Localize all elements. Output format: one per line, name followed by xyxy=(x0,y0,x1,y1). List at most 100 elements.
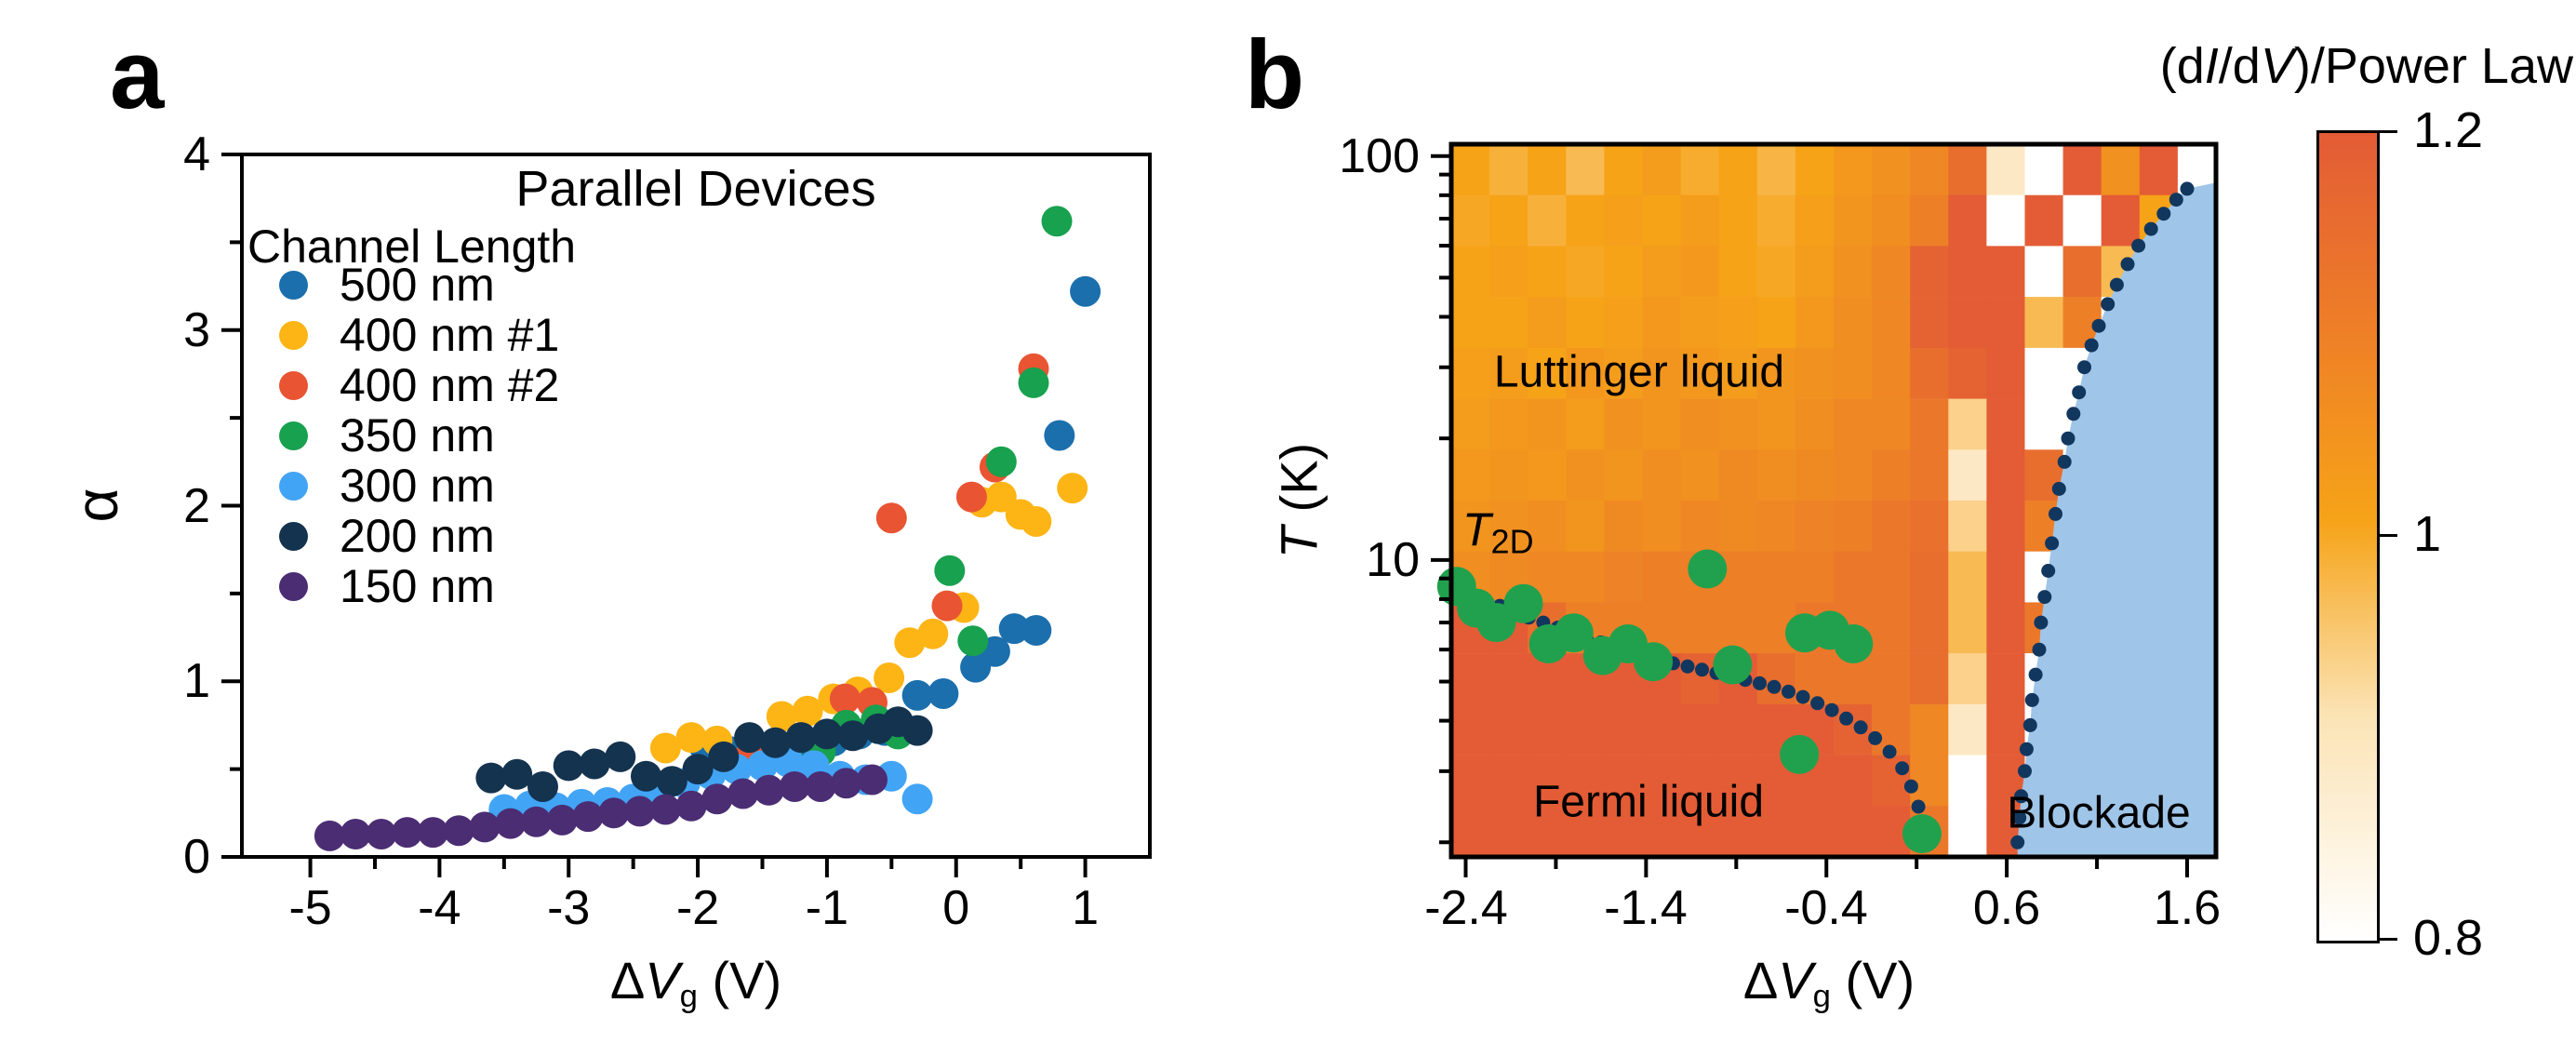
boundary-dot xyxy=(2010,835,2025,849)
data-point xyxy=(1044,420,1075,451)
blockade-region xyxy=(2017,182,2216,857)
heat-cell xyxy=(1528,297,1568,349)
heat-cell xyxy=(1489,398,1529,450)
heat-cell xyxy=(1910,347,1950,399)
data-point xyxy=(340,819,371,849)
heat-cell xyxy=(1642,398,1682,450)
heat-cell xyxy=(1986,144,2026,195)
data-point xyxy=(418,817,448,849)
heat-cell xyxy=(1718,602,1758,654)
legend-item: 400 nm #1 xyxy=(279,309,559,361)
crossover-points xyxy=(1436,549,1942,854)
heat-cell xyxy=(1680,246,1720,298)
boundary-dot xyxy=(2019,742,2034,756)
heat-cell xyxy=(1948,449,1988,501)
boundary-dot xyxy=(1767,679,1782,694)
data-point xyxy=(1041,206,1073,237)
boundary-dot xyxy=(1895,761,1910,776)
heat-cell xyxy=(1718,501,1758,552)
data-point xyxy=(779,771,810,802)
y-tick-label: 100 xyxy=(1339,129,1420,183)
heat-cell xyxy=(2024,347,2064,399)
heat-cell xyxy=(1451,246,1490,298)
data-point xyxy=(675,790,707,822)
data-point xyxy=(624,796,656,827)
boundary-dot xyxy=(2143,221,2158,236)
heat-cell xyxy=(1604,347,1644,399)
data-point xyxy=(675,722,707,754)
data-point xyxy=(829,683,861,715)
heat-cell xyxy=(1910,398,1950,450)
boundary-dot xyxy=(2028,667,2043,682)
heat-cell xyxy=(1872,653,1912,705)
heat-cell xyxy=(1834,194,1873,247)
data-point xyxy=(649,732,681,764)
current-symbol: I xyxy=(2204,38,2219,94)
boundary-dot xyxy=(2066,407,2081,421)
y-tick-label: 4 xyxy=(183,127,210,181)
legend-swatch xyxy=(279,270,308,300)
legend-label: 200 nm xyxy=(340,510,495,562)
heat-cell xyxy=(1834,297,1873,349)
crossover-point xyxy=(1713,645,1753,685)
legend-swatch xyxy=(279,421,308,450)
colorbar-tick xyxy=(2377,534,2397,537)
boundary-dot xyxy=(2024,692,2039,707)
heat-cell xyxy=(1910,703,1950,756)
cb-title-part: (d xyxy=(2159,38,2205,94)
data-point xyxy=(955,481,987,513)
boundary-dot xyxy=(1695,662,1709,677)
data-point xyxy=(366,819,397,849)
heat-cell xyxy=(1986,449,2026,501)
heat-cell xyxy=(1795,449,1835,501)
heat-cell xyxy=(1834,144,1873,195)
crossover-point xyxy=(1634,642,1674,682)
heat-cell xyxy=(1489,194,1529,247)
data-point xyxy=(805,771,836,802)
heat-cell xyxy=(1948,398,1988,450)
heat-cell xyxy=(1566,806,1606,858)
heat-cell xyxy=(1718,194,1758,247)
heat-cell xyxy=(1642,194,1682,247)
data-point xyxy=(682,754,714,785)
heat-cell xyxy=(1451,347,1490,399)
data-point xyxy=(708,741,740,772)
heat-cell xyxy=(1680,501,1720,552)
temperature-symbol: T xyxy=(1269,527,1328,559)
heat-cell xyxy=(1986,703,2026,756)
boundary-dot xyxy=(2022,717,2037,732)
boundary-dot xyxy=(1810,696,1825,711)
heat-cell xyxy=(1910,144,1950,195)
heat-cell xyxy=(1451,501,1490,552)
t2d-annotation: T2D xyxy=(1462,502,1534,561)
boundary-dot xyxy=(2169,193,2183,207)
boundary-dot xyxy=(2045,536,2060,551)
heat-cell xyxy=(1642,144,1682,195)
cb-title-part: )/Power Law xyxy=(2293,38,2573,94)
heat-cell xyxy=(1489,703,1529,756)
heat-cell xyxy=(1872,501,1912,552)
heat-cell xyxy=(1642,755,1682,807)
heat-cell xyxy=(1528,501,1568,552)
heat-cell xyxy=(1451,703,1490,756)
heat-cell xyxy=(1756,144,1796,195)
data-point xyxy=(875,502,907,534)
kelvin-unit: (K) xyxy=(1269,442,1328,527)
panel-b-ylabel: T (K) xyxy=(1269,443,1329,558)
heat-cell xyxy=(1948,194,1988,247)
heat-cell xyxy=(1910,755,1950,807)
x-tick-label: -4 xyxy=(418,881,461,935)
heat-cell xyxy=(1872,246,1912,298)
heat-cell xyxy=(1795,297,1835,349)
heat-cell xyxy=(1489,806,1529,858)
heat-cell xyxy=(1795,246,1835,298)
heat-cell xyxy=(1948,347,1988,399)
data-point xyxy=(1018,367,1049,398)
v-symbol: V xyxy=(1778,951,1813,1010)
colorbar-tick-label: 1 xyxy=(2413,506,2442,562)
heat-cell xyxy=(2024,297,2064,349)
data-point xyxy=(656,766,687,797)
data-point xyxy=(831,768,862,799)
heat-cell xyxy=(1986,602,2026,654)
heat-cell xyxy=(1872,347,1912,399)
